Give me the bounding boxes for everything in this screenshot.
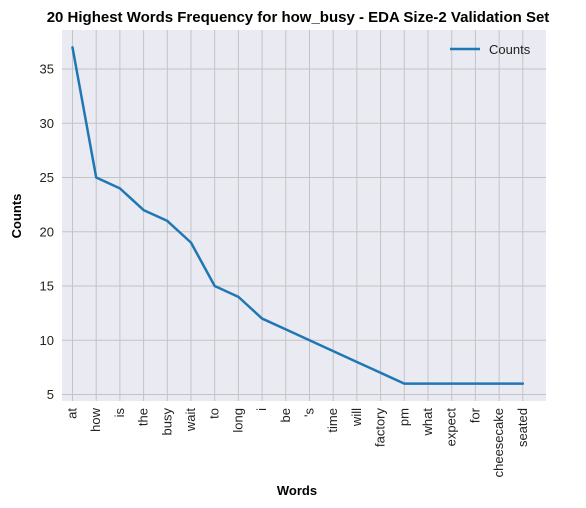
data-point bbox=[522, 382, 524, 384]
data-point bbox=[451, 382, 453, 384]
data-point bbox=[166, 220, 168, 222]
y-tick-label: 25 bbox=[40, 170, 54, 185]
x-tick-label: to bbox=[207, 408, 222, 419]
data-point bbox=[427, 382, 429, 384]
data-point bbox=[71, 46, 73, 48]
y-tick-label: 35 bbox=[40, 62, 54, 77]
y-axis-label: Counts bbox=[9, 194, 24, 239]
data-point bbox=[214, 285, 216, 287]
data-point bbox=[95, 176, 97, 178]
plot-area bbox=[62, 30, 546, 401]
data-point bbox=[498, 382, 500, 384]
x-tick-label: time bbox=[325, 408, 340, 433]
x-tick-labels: at how is the busy wait to long i be 's time will fac… bbox=[65, 407, 530, 477]
y-tick-label: 30 bbox=[40, 116, 54, 131]
data-point bbox=[332, 350, 334, 352]
x-tick-label: how bbox=[88, 407, 103, 431]
data-point bbox=[356, 361, 358, 363]
data-point bbox=[474, 382, 476, 384]
x-tick-label: factory bbox=[373, 408, 388, 448]
data-point bbox=[308, 339, 310, 341]
x-tick-label: for bbox=[467, 407, 482, 423]
x-tick-label: the bbox=[136, 408, 151, 426]
x-tick-label: what bbox=[420, 408, 435, 437]
y-tick-label: 5 bbox=[47, 387, 54, 402]
x-tick-label: at bbox=[65, 408, 80, 419]
y-tick-label: 10 bbox=[40, 333, 54, 348]
data-point bbox=[403, 382, 405, 384]
y-tick-labels: 5 10 15 20 25 30 35 bbox=[40, 62, 54, 402]
x-tick-label: wait bbox=[183, 408, 198, 433]
y-tick-label: 20 bbox=[40, 224, 54, 239]
x-tick-label: pm bbox=[396, 408, 411, 426]
data-point bbox=[119, 187, 121, 189]
data-point bbox=[237, 296, 239, 298]
y-tick-label: 15 bbox=[40, 279, 54, 294]
data-point bbox=[261, 317, 263, 319]
x-tick-label: be bbox=[278, 408, 293, 422]
data-point bbox=[142, 209, 144, 211]
x-tick-label: busy bbox=[159, 408, 174, 436]
x-tick-label: long bbox=[230, 408, 245, 433]
x-tick-label: i bbox=[254, 408, 269, 411]
x-tick-label: seated bbox=[515, 408, 530, 447]
chart-title: 20 Highest Words Frequency for how_busy … bbox=[47, 9, 550, 26]
x-tick-label: 's bbox=[302, 408, 317, 417]
x-tick-label: is bbox=[112, 408, 127, 418]
x-axis-label: Words bbox=[277, 483, 317, 498]
x-tick-label: expect bbox=[444, 408, 459, 447]
legend-label-counts: Counts bbox=[489, 42, 531, 57]
x-tick-label: will bbox=[349, 408, 364, 427]
data-point bbox=[285, 328, 287, 330]
data-point bbox=[379, 372, 381, 374]
x-tick-label: cheesecake bbox=[491, 408, 506, 477]
data-point bbox=[190, 241, 192, 243]
